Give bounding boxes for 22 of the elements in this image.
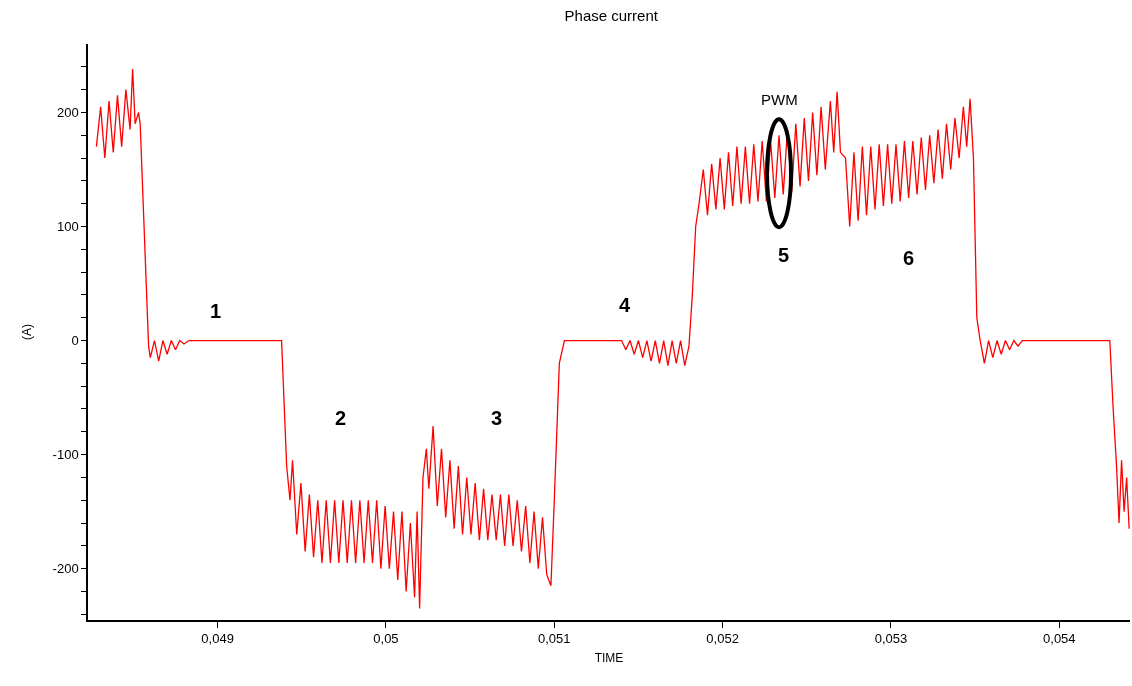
x-axis-title: TIME bbox=[594, 650, 624, 665]
x-tick-label: 0,052 bbox=[706, 631, 739, 647]
annotation: 4 bbox=[619, 294, 631, 316]
y-axis-title: (A) bbox=[20, 324, 35, 340]
y-tick-label: 200 bbox=[56, 104, 79, 120]
y-tick-label: 100 bbox=[56, 219, 79, 235]
annotation: 5 bbox=[778, 244, 790, 266]
x-tick-label: 0,054 bbox=[1043, 631, 1076, 647]
annotation: 6 bbox=[903, 247, 915, 269]
y-tick-label: -200 bbox=[52, 561, 79, 577]
x-tick-label: 0,05 bbox=[373, 631, 399, 647]
chart-title: Phase current bbox=[564, 6, 659, 24]
y-tick-label: -100 bbox=[52, 447, 79, 463]
annotation: 3 bbox=[491, 407, 503, 429]
annotation: PWM bbox=[761, 91, 798, 108]
x-tick-label: 0,053 bbox=[874, 631, 908, 647]
x-tick-label: 0,051 bbox=[538, 631, 571, 647]
y-tick-label: 0 bbox=[71, 333, 79, 349]
line-series bbox=[95, 68, 1130, 610]
x-tick-label: 0,049 bbox=[201, 631, 234, 647]
annotation: 2 bbox=[335, 407, 347, 429]
annotation: 1 bbox=[210, 300, 222, 322]
